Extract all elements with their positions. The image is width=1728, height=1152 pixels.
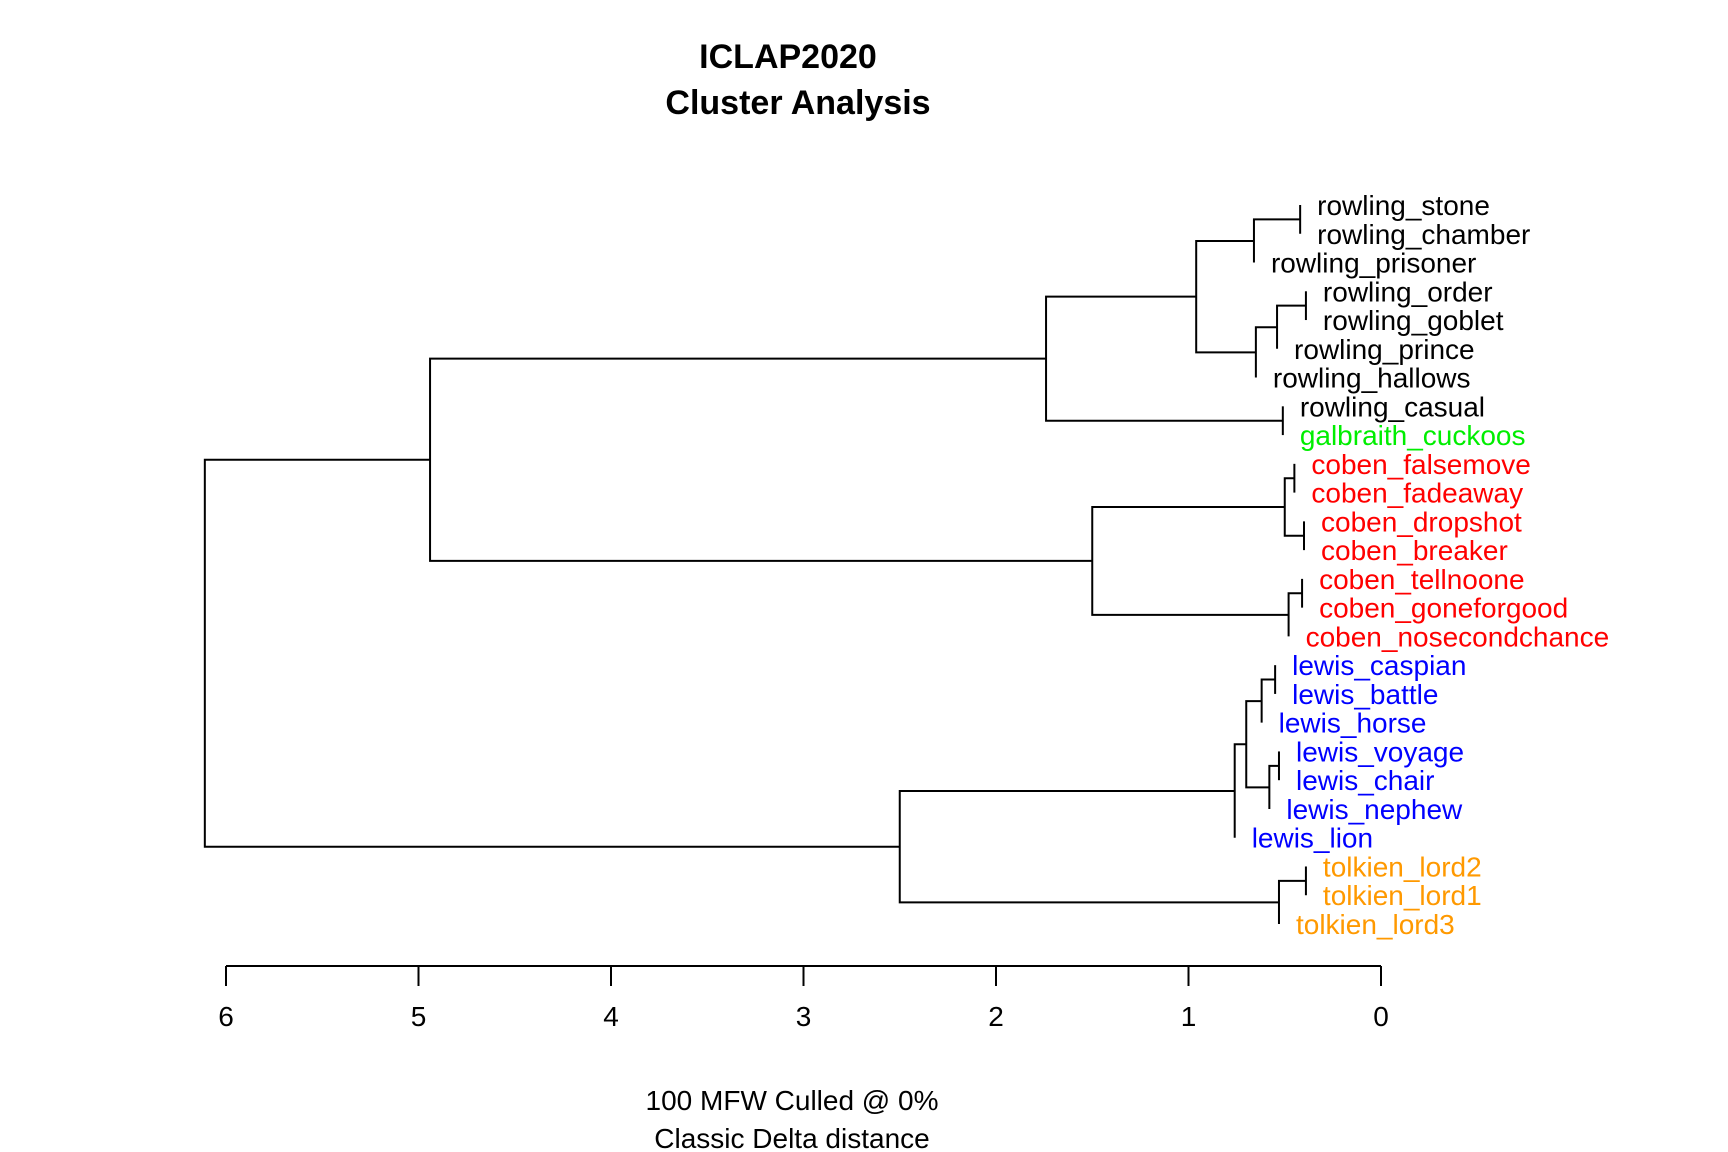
- dendrogram-branch: [1287, 592, 1303, 637]
- x-axis: 6 5 4 3 2 1 0: [218, 965, 1389, 1032]
- dendrogram-branch: [898, 789, 1279, 904]
- leaf-label: rowling_hallows: [1273, 363, 1471, 394]
- leaf-label: lewis_caspian: [1292, 650, 1466, 681]
- leaf-label: rowling_stone: [1317, 190, 1490, 221]
- dendrogram-branch: [1233, 743, 1247, 838]
- leaf-label: tolkien_lord1: [1323, 880, 1482, 911]
- x-tick-label: 4: [603, 1001, 619, 1032]
- leaf-label: tolkien_lord2: [1323, 851, 1482, 882]
- leaf-label: rowling_casual: [1300, 391, 1485, 422]
- leaf-label: lewis_voyage: [1296, 736, 1464, 767]
- leaf-label: galbraith_cuckoos: [1300, 420, 1526, 451]
- x-tick-label: 6: [218, 1001, 234, 1032]
- dendrogram-branches: [203, 205, 1307, 924]
- leaf-labels: rowling_stonerowling_chamberrowling_pris…: [1252, 190, 1609, 940]
- dendrogram-branch: [1254, 326, 1278, 378]
- leaf-label: coben_breaker: [1321, 535, 1508, 566]
- leaf-label: rowling_order: [1323, 276, 1493, 307]
- leaf-label: coben_fadeaway: [1311, 478, 1523, 509]
- leaf-label: lewis_battle: [1292, 679, 1438, 710]
- leaf-label: lewis_horse: [1279, 708, 1427, 739]
- x-tick-label: 5: [411, 1001, 427, 1032]
- dendrogram-branch: [1091, 505, 1289, 616]
- x-tick-label: 0: [1373, 1001, 1389, 1032]
- leaf-label: coben_goneforgood: [1319, 593, 1568, 624]
- dendrogram-branch: [203, 458, 900, 848]
- dendrogram-branch: [1260, 678, 1276, 723]
- dendrogram-branch: [1268, 764, 1279, 809]
- x-tick-label: 1: [1181, 1001, 1197, 1032]
- x-tick-label: 3: [796, 1001, 812, 1032]
- leaf-label: rowling_chamber: [1317, 219, 1530, 250]
- leaf-label: coben_nosecondchance: [1306, 621, 1610, 652]
- x-axis-label-line2: Classic Delta distance: [654, 1123, 929, 1152]
- leaf-label: tolkien_lord3: [1296, 909, 1455, 940]
- leaf-label: rowling_goblet: [1323, 305, 1504, 336]
- dendrogram-branch: [429, 357, 1093, 562]
- x-axis-label-line1: 100 MFW Culled @ 0%: [646, 1085, 939, 1116]
- dendrogram-branch: [1195, 239, 1256, 354]
- leaf-label: rowling_prince: [1294, 334, 1475, 365]
- leaf-label: lewis_lion: [1252, 823, 1373, 854]
- x-tick-label: 2: [988, 1001, 1004, 1032]
- leaf-label: lewis_nephew: [1286, 794, 1463, 825]
- dendrogram-branch: [1252, 218, 1301, 263]
- leaf-label: lewis_chair: [1296, 765, 1435, 796]
- chart-subtitle: Cluster Analysis: [665, 84, 930, 122]
- dendrogram-branch: [1276, 304, 1306, 349]
- dendrogram-branch: [1277, 879, 1306, 924]
- leaf-label: rowling_prisoner: [1271, 248, 1476, 279]
- dendrogram-branch: [1245, 700, 1270, 789]
- leaf-label: coben_tellnoone: [1319, 564, 1525, 595]
- leaf-label: coben_dropshot: [1321, 506, 1522, 537]
- chart-title: ICLAP2020: [699, 38, 877, 76]
- dendrogram-branch: [1045, 295, 1283, 422]
- leaf-label: coben_falsemove: [1311, 449, 1530, 480]
